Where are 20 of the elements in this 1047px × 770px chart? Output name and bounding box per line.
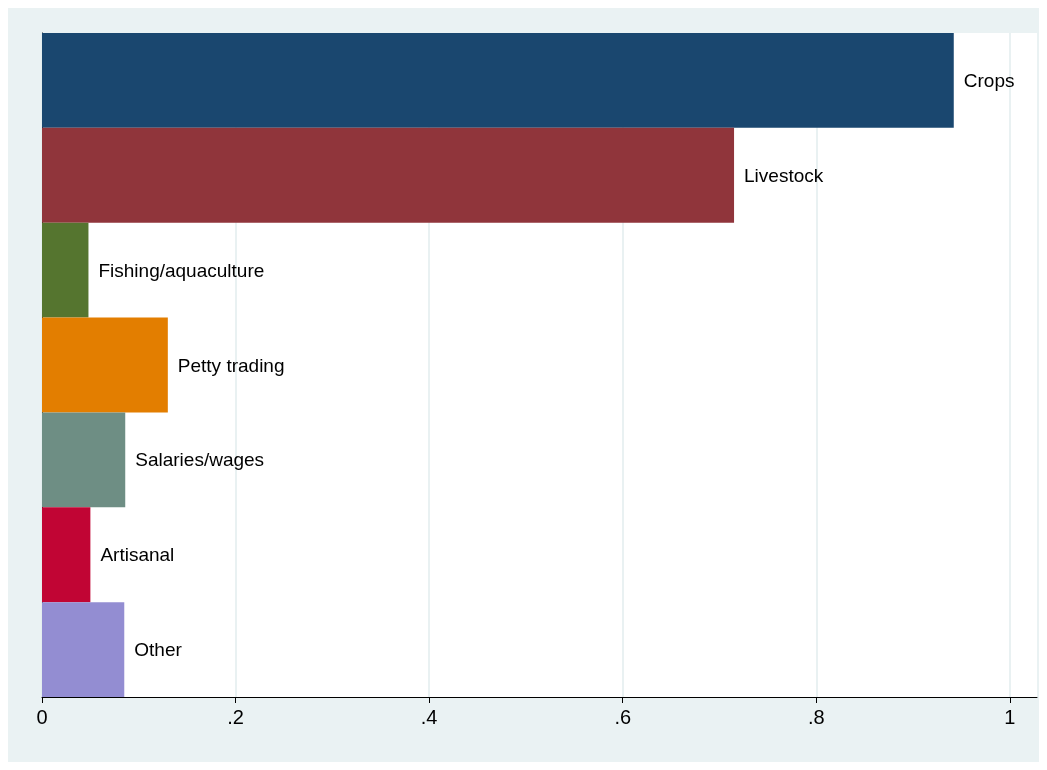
y-tick-label: Livestock xyxy=(744,164,824,186)
x-tick-label: 0 xyxy=(36,706,48,728)
bar xyxy=(42,222,89,318)
x-tick-label: .6 xyxy=(614,706,632,728)
x-tick-label: .8 xyxy=(807,706,825,728)
y-tick-label: Other xyxy=(134,639,183,661)
bar xyxy=(42,127,735,223)
x-tick-label: .2 xyxy=(227,706,244,728)
y-tick-label: Crops xyxy=(963,69,1015,91)
y-tick-label: Petty trading xyxy=(177,354,285,376)
bar xyxy=(42,317,168,413)
bar xyxy=(42,602,125,697)
x-tick-label: 1 xyxy=(1004,706,1016,728)
x-tick-label: .4 xyxy=(420,706,438,728)
bar xyxy=(42,507,91,603)
y-tick-label: Fishing/aquaculture xyxy=(98,259,265,281)
bar xyxy=(42,412,126,508)
y-tick-label: Artisanal xyxy=(100,544,175,566)
y-tick-label: Salaries/wages xyxy=(135,449,265,471)
bar xyxy=(42,33,954,128)
